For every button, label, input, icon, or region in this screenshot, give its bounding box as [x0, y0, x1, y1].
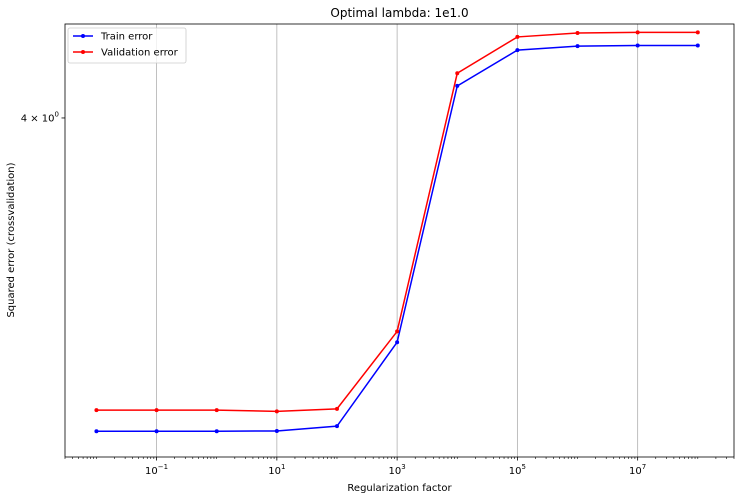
data-point-0	[395, 340, 400, 345]
data-point-0	[154, 429, 159, 434]
x-tick-label: 10−1	[145, 463, 168, 477]
x-tick-label: 107	[629, 463, 646, 477]
data-point-1	[575, 31, 580, 36]
x-tick-label: 105	[509, 463, 526, 477]
data-point-1	[214, 408, 219, 413]
data-point-1	[695, 30, 700, 35]
grid-layer	[156, 24, 639, 457]
data-point-0	[635, 43, 640, 48]
data-point-1	[154, 408, 159, 413]
x-axis-label: Regularization factor	[347, 483, 452, 494]
data-point-0	[575, 44, 580, 49]
plot-frame	[64, 23, 735, 458]
legend-marker-train	[81, 34, 85, 38]
x-tick-label: 101	[268, 463, 285, 477]
data-point-1	[635, 30, 640, 35]
data-point-1	[455, 71, 460, 76]
legend-marker-validation	[81, 50, 85, 54]
series-layer	[94, 30, 700, 434]
data-point-1	[395, 329, 400, 334]
tick-layer: 10−1 101 103 105 107 4 × 100	[21, 110, 735, 477]
y-tick-label: 4 × 100	[21, 110, 59, 124]
data-point-0	[455, 83, 460, 88]
data-point-0	[214, 429, 219, 434]
data-point-0	[94, 429, 99, 434]
data-point-1	[334, 406, 339, 411]
legend-label-validation: Validation error	[101, 48, 179, 59]
data-point-0	[695, 43, 700, 48]
x-tick-label: 103	[389, 463, 406, 477]
legend: Train error Validation error	[67, 27, 187, 64]
data-point-0	[274, 428, 279, 433]
legend-frame	[67, 27, 187, 64]
data-point-0	[334, 424, 339, 429]
data-point-1	[94, 408, 99, 413]
y-axis-label: Squared error (crossvalidation)	[6, 162, 17, 317]
data-point-1	[515, 34, 520, 39]
chart-title: Optimal lambda: 1e1.0	[330, 6, 468, 20]
data-point-1	[274, 409, 279, 414]
legend-label-train: Train error	[100, 32, 153, 43]
data-point-0	[515, 48, 520, 53]
